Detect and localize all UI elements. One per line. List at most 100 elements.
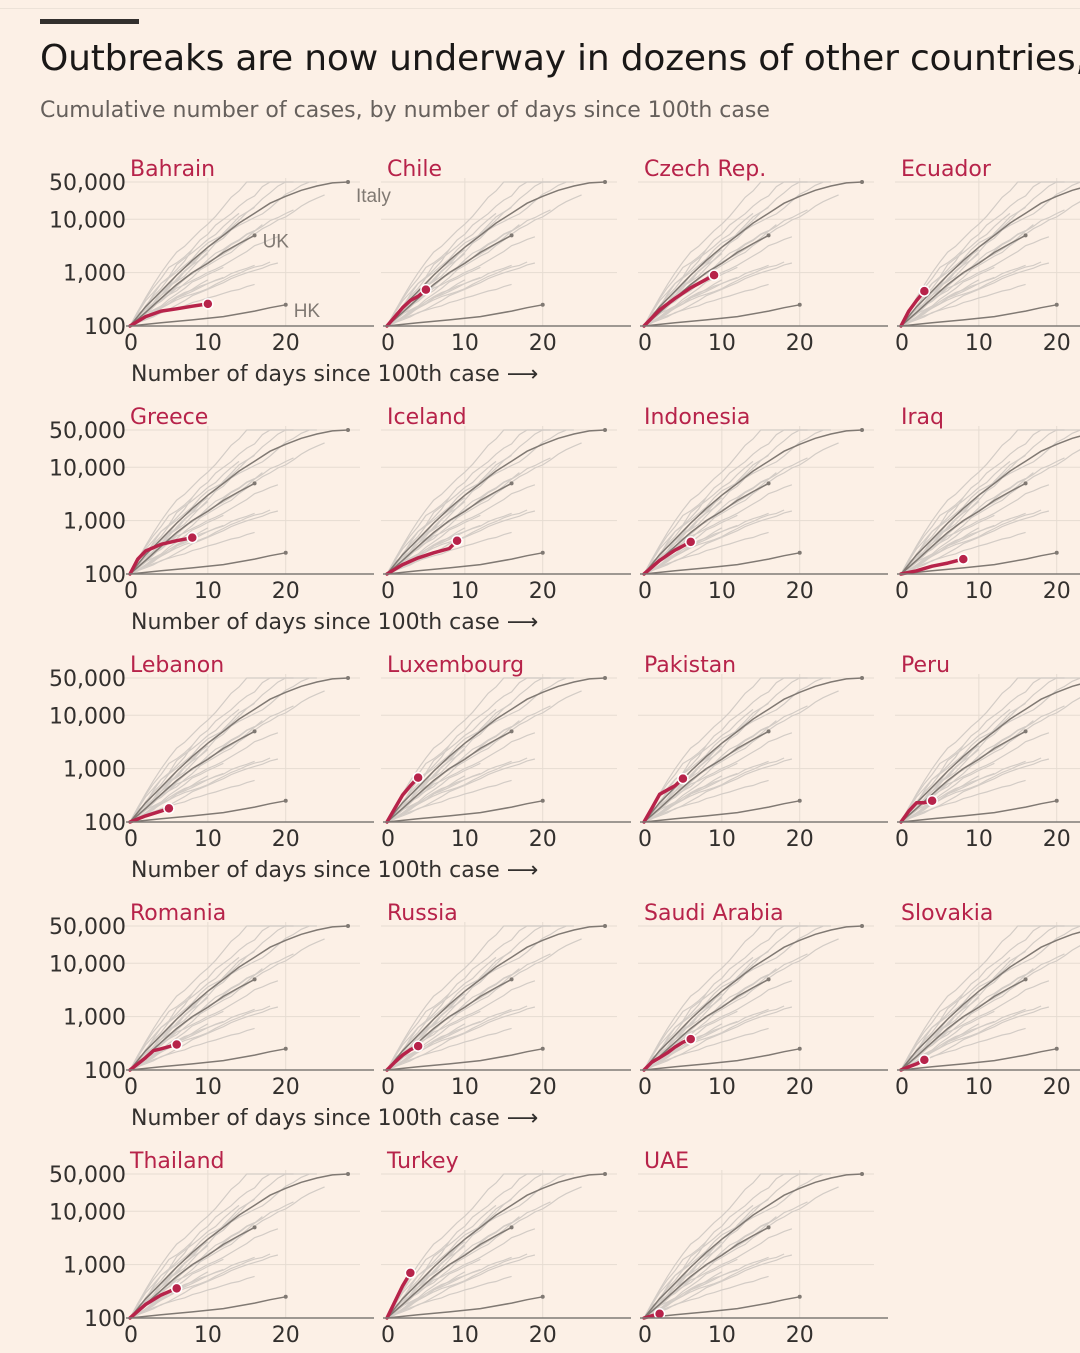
x-tick-label: 0	[381, 579, 395, 604]
other-country-line	[643, 276, 738, 327]
panel-title: Peru	[901, 653, 950, 678]
other-country-line	[900, 1010, 995, 1071]
x-tick-label: 10	[451, 331, 479, 356]
x-tick-label: 10	[451, 1075, 479, 1100]
other-country-line	[129, 524, 224, 575]
x-tick-label: 20	[1043, 1075, 1071, 1100]
reference-line-italy	[900, 931, 1080, 1071]
other-country-line	[386, 993, 450, 1071]
x-tick-label: 10	[965, 1075, 993, 1100]
other-country-line	[129, 690, 325, 823]
other-country-line	[386, 1008, 512, 1071]
x-tick-label: 10	[965, 331, 993, 356]
x-tick-label: 20	[786, 331, 814, 356]
other-country-line	[900, 925, 1065, 1071]
country-series-end-point	[957, 553, 970, 565]
country-series-line	[899, 289, 927, 328]
other-country-line	[386, 1254, 536, 1319]
other-country-line	[643, 1275, 769, 1319]
reference-line-italy	[129, 925, 349, 1071]
x-tick-label: 0	[895, 1075, 909, 1100]
country-series-end-point	[412, 771, 424, 784]
reference-line-hk	[900, 1048, 1057, 1071]
reference-end-dot-hk	[540, 798, 545, 803]
reference-end-dot-uk	[1023, 729, 1028, 734]
reference-line-italy	[386, 1173, 606, 1319]
other-country-line	[386, 1005, 528, 1071]
other-country-line	[386, 262, 536, 327]
other-country-line	[643, 429, 808, 575]
other-country-line	[129, 1256, 255, 1319]
x-tick-label: 0	[895, 827, 909, 852]
reference-line-italy	[386, 925, 606, 1071]
reference-line-hk	[129, 800, 286, 823]
other-country-line	[643, 1005, 785, 1071]
other-country-line	[386, 758, 536, 823]
country-series-end-point	[170, 1282, 183, 1295]
panel-title: Luxembourg	[387, 653, 524, 678]
x-tick-label: 20	[272, 1075, 300, 1100]
y-tick-label: 1,000	[63, 758, 126, 783]
reference-end-dot-uk	[509, 481, 514, 486]
panel-title: Pakistan	[644, 653, 736, 678]
reference-end-dot-uk	[766, 233, 771, 238]
x-tick-label: 10	[965, 579, 993, 604]
other-country-line	[129, 509, 271, 575]
other-country-line	[643, 757, 785, 823]
other-country-line	[900, 429, 1065, 575]
x-tick-label: 0	[381, 1323, 395, 1348]
y-tick-label: 1,000	[63, 1254, 126, 1279]
other-country-line	[386, 1010, 481, 1071]
x-tick-label: 0	[124, 1323, 138, 1348]
other-country-line	[129, 1173, 294, 1319]
other-country-line	[900, 956, 1011, 1071]
other-country-line	[386, 1253, 528, 1319]
other-country-line	[900, 758, 1050, 823]
x-tick-label: 20	[529, 1323, 557, 1348]
y-tick-label: 1,000	[63, 1006, 126, 1031]
other-country-line	[900, 745, 964, 823]
reference-line-uk	[900, 978, 1026, 1071]
reference-line-hk	[129, 304, 286, 327]
other-country-line	[129, 1204, 240, 1319]
other-country-line	[386, 1173, 551, 1319]
panel-title: Iceland	[387, 405, 467, 430]
reference-end-dot-uk	[252, 977, 257, 982]
reference-end-dot-uk	[766, 1225, 771, 1230]
other-country-line	[386, 264, 512, 327]
country-series-line	[385, 775, 420, 824]
other-country-line	[129, 1275, 255, 1319]
y-tick-label: 50,000	[49, 915, 126, 940]
other-country-line	[900, 772, 995, 823]
other-country-line	[643, 497, 707, 575]
other-country-line	[129, 775, 209, 823]
other-country-line	[900, 510, 1050, 575]
other-country-line	[643, 460, 754, 575]
other-country-line	[129, 510, 279, 575]
reference-line-uk	[386, 730, 512, 823]
other-country-line	[129, 993, 193, 1071]
other-country-line	[386, 266, 481, 327]
reference-end-dot-italy	[860, 180, 864, 184]
x-tick-label: 0	[895, 579, 909, 604]
other-country-line	[386, 1275, 512, 1319]
x-tick-label: 20	[1043, 331, 1071, 356]
reference-line-hk	[386, 1296, 543, 1319]
x-tick-label: 0	[381, 1075, 395, 1100]
reference-end-dot-uk	[252, 729, 257, 734]
chart-title: Outbreaks are now underway in dozens of …	[40, 38, 1080, 79]
reference-end-dot-italy	[860, 428, 864, 432]
x-tick-label: 20	[1043, 579, 1071, 604]
other-country-line	[900, 775, 980, 823]
panel-title: Chile	[387, 157, 442, 182]
country-series-end-point	[404, 1267, 417, 1279]
x-tick-label: 20	[272, 579, 300, 604]
x-tick-label: 20	[786, 1075, 814, 1100]
other-country-line	[643, 1256, 769, 1319]
reference-end-dot-hk	[797, 550, 802, 555]
x-tick-label: 10	[708, 1323, 736, 1348]
other-country-line	[643, 1027, 769, 1071]
reference-line-hk	[643, 800, 800, 823]
other-country-line	[386, 1023, 466, 1071]
